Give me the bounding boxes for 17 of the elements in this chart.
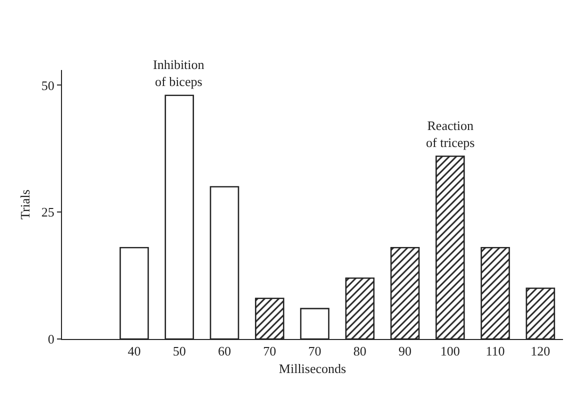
y-tick-label: 25: [41, 204, 54, 220]
x-tick-label: 40: [128, 344, 141, 359]
series-label: Inhibition of biceps: [153, 57, 205, 89]
x-tick-label: 50: [172, 344, 186, 359]
x-tick-label: 90: [398, 344, 412, 359]
x-tick-label: 70: [308, 344, 322, 359]
x-axis-title: Milliseconds: [278, 361, 346, 376]
x-tick-label: 70: [263, 344, 276, 359]
x-tick-label: 110: [486, 344, 505, 359]
y-axis-title: Trials: [17, 190, 32, 220]
x-tick-label: 60: [218, 344, 231, 359]
y-tick-label: 50: [41, 78, 54, 93]
y-tick-label: 0: [48, 332, 54, 347]
series-label: Reaction of triceps: [426, 118, 475, 150]
x-tick-label: 80: [353, 344, 366, 359]
x-tick-label: 100: [440, 344, 460, 359]
x-tick-label: 120: [530, 344, 550, 359]
